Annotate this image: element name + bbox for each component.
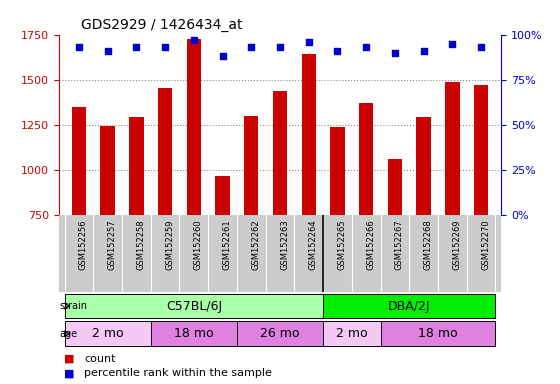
- Bar: [388, 159, 402, 215]
- Text: GSM152259: GSM152259: [165, 219, 174, 270]
- Bar: [129, 117, 143, 215]
- Bar: [216, 176, 230, 215]
- Text: GSM152268: GSM152268: [423, 219, 433, 270]
- Text: GSM152270: GSM152270: [481, 219, 490, 270]
- Point: [333, 48, 342, 54]
- Text: GSM152264: GSM152264: [309, 219, 318, 270]
- Bar: [186, 39, 201, 215]
- Text: GSM152265: GSM152265: [338, 219, 347, 270]
- Point: [247, 44, 256, 50]
- Text: GSM152260: GSM152260: [194, 219, 203, 270]
- Bar: [72, 106, 86, 215]
- Text: percentile rank within the sample: percentile rank within the sample: [84, 368, 272, 379]
- Bar: [301, 55, 316, 215]
- Bar: [158, 88, 172, 215]
- Text: count: count: [84, 354, 115, 364]
- Text: GSM152269: GSM152269: [452, 219, 461, 270]
- Point: [448, 41, 457, 47]
- Text: 18 mo: 18 mo: [418, 327, 458, 340]
- Text: 26 mo: 26 mo: [260, 327, 300, 340]
- Text: ■: ■: [64, 368, 75, 379]
- Text: GDS2929 / 1426434_at: GDS2929 / 1426434_at: [81, 18, 242, 32]
- Point: [189, 37, 198, 43]
- Bar: [64, 321, 151, 346]
- Bar: [323, 294, 496, 318]
- Text: 18 mo: 18 mo: [174, 327, 213, 340]
- Bar: [151, 321, 237, 346]
- Text: GSM152261: GSM152261: [222, 219, 231, 270]
- Point: [477, 44, 486, 50]
- Text: GSM152262: GSM152262: [251, 219, 260, 270]
- Text: 2 mo: 2 mo: [336, 327, 367, 340]
- Point: [103, 48, 112, 54]
- Bar: [244, 116, 259, 215]
- Bar: [323, 321, 381, 346]
- Text: ■: ■: [64, 354, 75, 364]
- Bar: [273, 91, 287, 215]
- Text: GSM152266: GSM152266: [366, 219, 375, 270]
- Point: [161, 44, 170, 50]
- Bar: [237, 321, 323, 346]
- Text: C57BL/6J: C57BL/6J: [166, 300, 222, 313]
- Bar: [474, 85, 488, 215]
- Text: GSM152257: GSM152257: [108, 219, 116, 270]
- Text: GSM152258: GSM152258: [137, 219, 146, 270]
- Point: [362, 44, 371, 50]
- Text: 2 mo: 2 mo: [92, 327, 123, 340]
- Point: [390, 50, 399, 56]
- Bar: [445, 81, 460, 215]
- Bar: [330, 127, 344, 215]
- Text: strain: strain: [59, 301, 87, 311]
- Bar: [100, 126, 115, 215]
- Text: GSM152256: GSM152256: [79, 219, 88, 270]
- Bar: [381, 321, 496, 346]
- Point: [304, 39, 313, 45]
- Point: [218, 53, 227, 60]
- Bar: [359, 103, 374, 215]
- Point: [419, 48, 428, 54]
- Text: DBA/2J: DBA/2J: [388, 300, 431, 313]
- Point: [74, 44, 83, 50]
- Bar: [64, 294, 323, 318]
- Bar: [417, 117, 431, 215]
- Text: age: age: [59, 329, 77, 339]
- Point: [132, 44, 141, 50]
- Text: GSM152267: GSM152267: [395, 219, 404, 270]
- Text: GSM152263: GSM152263: [280, 219, 289, 270]
- Point: [276, 44, 284, 50]
